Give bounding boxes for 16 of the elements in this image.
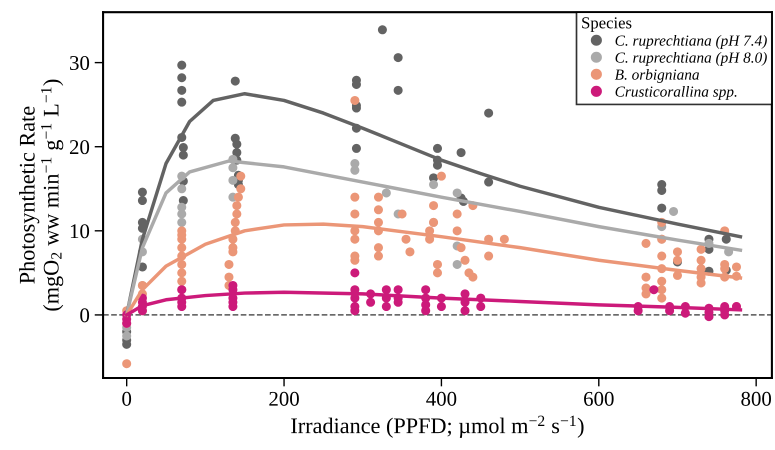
x-tick-label: 600 [584,392,614,406]
y-tick-label: 30 [70,56,90,70]
legend-label: Crusticorallina spp. [616,86,736,100]
legend-label: C. ruprechtiana (pH 8.0) [616,52,767,66]
y-tick-label: 20 [70,140,90,154]
legend-label: B. orbigniana [614,69,699,83]
text: Photosynthetic Rate (mgO$_{2}$ ww min$^{−1}$ g$^{−1}$ L$^{−1}$) [19,80,64,311]
legend-title: Species [582,17,632,32]
x-axis-title: Irradiance (PPFD; µmol m$^{−2}$ s$^{−1}$) [291,416,584,438]
x-tick-label: 200 [269,392,299,406]
y-tick-label: 0 [80,308,90,322]
x-tick-label: 800 [741,392,771,406]
x-tick-label: 400 [426,392,456,406]
legend-label: C. ruprechtiana (pH 7.4) [616,34,767,49]
x-tick-label: 0 [122,392,132,406]
y-tick-label: 10 [70,224,90,238]
